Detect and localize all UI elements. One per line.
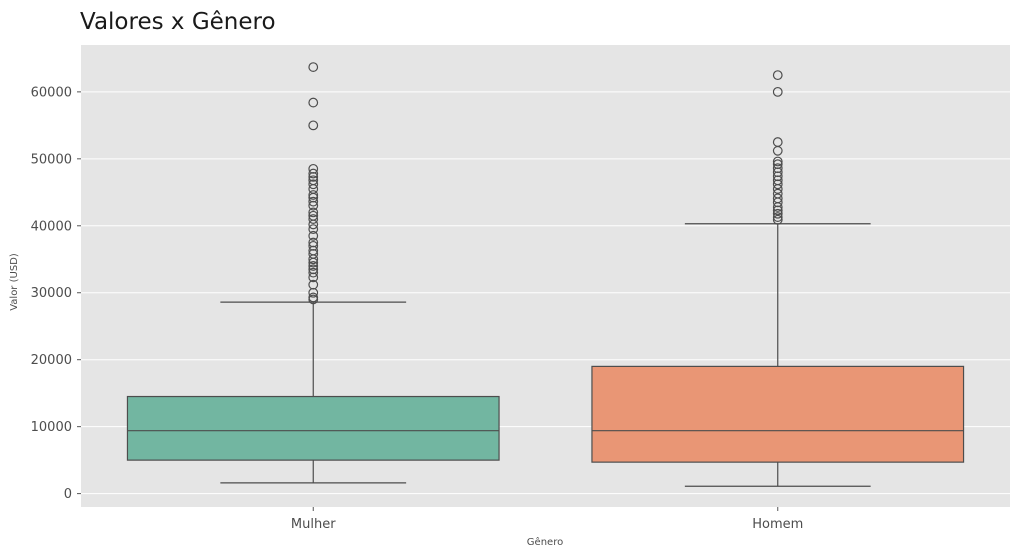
outlier-point (772, 70, 783, 81)
outlier-point (308, 179, 319, 190)
outlier-point (308, 120, 319, 131)
box-mulher (126, 62, 500, 484)
outlier-point (308, 267, 319, 278)
outlier-point (308, 168, 319, 179)
outlier-point (308, 190, 319, 200)
y-axis-ticks: 0 10000 20000 30000 40000 50000 60000 (31, 85, 81, 502)
y-tick-label: 60000 (31, 85, 72, 100)
y-tick-label: 30000 (31, 286, 72, 301)
y-tick-label: 10000 (31, 420, 72, 435)
y-tick-label: 50000 (31, 152, 72, 167)
outlier-point (772, 156, 783, 167)
outlier-point (772, 137, 783, 147)
outlier-point (308, 292, 319, 303)
outlier-point (308, 264, 319, 275)
y-tick-label: 20000 (31, 353, 72, 368)
outlier-point (308, 175, 319, 186)
iqr-box (126, 395, 500, 461)
outlier-point (308, 224, 319, 235)
outlier-point (308, 237, 319, 248)
outlier-point (772, 212, 783, 222)
outlier-point (308, 230, 319, 241)
iqr-box (591, 365, 965, 463)
box-homem (591, 70, 965, 487)
outlier-point (308, 62, 319, 72)
outlier-point (772, 163, 783, 174)
chart-title: Valores x Gênero (80, 9, 276, 35)
x-axis-ticks: Mulher Homem (291, 507, 803, 532)
y-tick-label: 40000 (31, 219, 72, 234)
x-tick-label-mulher: Mulher (291, 517, 336, 532)
outlier-point (308, 240, 319, 251)
outlier-point (308, 261, 319, 271)
outlier-point (308, 97, 319, 108)
x-axis-label: Gênero (527, 536, 563, 548)
outlier-point (308, 279, 319, 290)
outlier-point (772, 188, 783, 199)
x-tick-label-homem: Homem (752, 517, 803, 532)
outlier-point (308, 210, 319, 221)
outlier-point (772, 86, 783, 97)
outlier-point (772, 159, 783, 170)
outlier-point (772, 208, 783, 219)
outlier-point (772, 193, 783, 204)
outlier-point (308, 207, 319, 218)
outlier-point (308, 214, 319, 224)
y-axis-label: Valor (USD) (9, 253, 20, 311)
outlier-point (308, 163, 319, 174)
y-tick-label: 0 (64, 487, 72, 502)
boxes (126, 62, 965, 487)
outlier-point (308, 196, 319, 207)
outlier-point (772, 214, 783, 225)
